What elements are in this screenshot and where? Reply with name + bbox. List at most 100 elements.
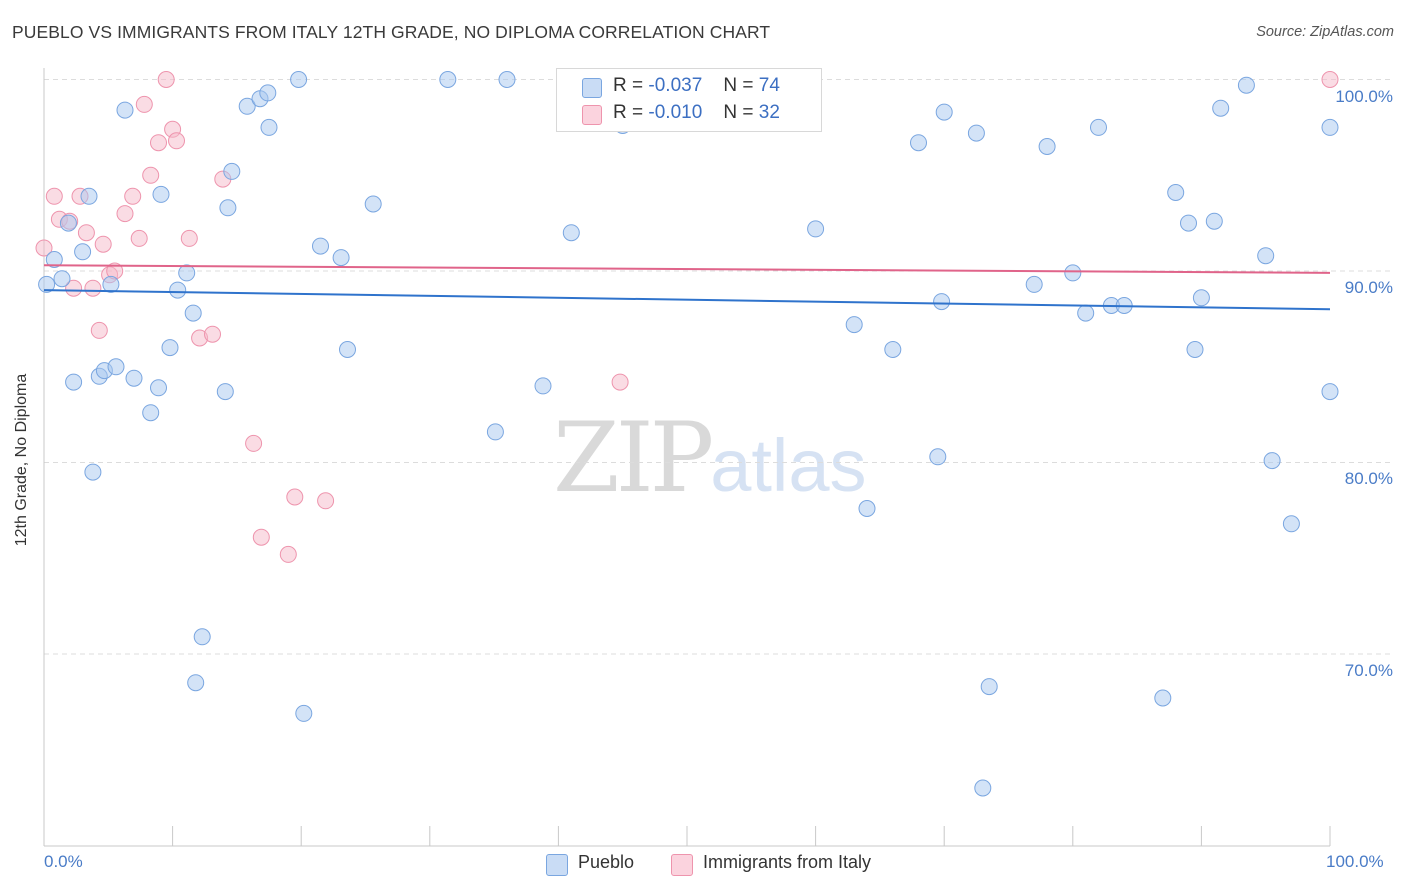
pueblo-point-17 <box>161 339 179 357</box>
pueblo-point-40 <box>562 224 580 242</box>
pueblo-point-6 <box>80 187 98 205</box>
pueblo-point-5 <box>74 243 92 261</box>
pueblo-r-label: R = <box>613 75 644 96</box>
pueblo-point-19 <box>178 264 196 282</box>
italy-n-label: N = <box>723 102 754 123</box>
pueblo-point-68 <box>1237 76 1255 94</box>
pueblo-point-71 <box>1282 515 1300 533</box>
chart-title: PUEBLO VS IMMIGRANTS FROM ITALY 12TH GRA… <box>12 22 771 42</box>
y-tick-label-100: 100.0% <box>1335 87 1393 106</box>
legend-italy-swatch <box>671 854 693 876</box>
pueblo-point-70 <box>1263 452 1281 470</box>
pueblo-point-64 <box>1186 341 1204 358</box>
italy-point-8 <box>90 321 108 339</box>
italy-point-30 <box>611 373 629 391</box>
pueblo-point-66 <box>1205 212 1223 230</box>
italy-point-31 <box>1321 71 1339 88</box>
pueblo-point-73 <box>1321 118 1339 136</box>
pueblo-point-3 <box>59 214 77 232</box>
pueblo-point-50 <box>935 103 953 121</box>
pueblo-point-28 <box>259 84 277 102</box>
pueblo-point-61 <box>1154 689 1172 707</box>
pueblo-point-47 <box>910 134 927 152</box>
italy-point-14 <box>130 229 148 247</box>
italy-point-15 <box>135 95 153 113</box>
italy-point-0 <box>35 239 53 257</box>
pueblo-point-55 <box>1038 138 1056 155</box>
pueblo-point-65 <box>1192 289 1210 307</box>
axes <box>43 68 1331 847</box>
pueblo-point-39 <box>534 377 552 395</box>
pueblo-point-12 <box>116 101 134 119</box>
pueblo-point-11 <box>107 358 125 376</box>
source-label: Source: ZipAtlas.com <box>1256 24 1394 40</box>
pueblo-point-2 <box>53 270 71 288</box>
italy-point-13 <box>124 187 142 205</box>
italy-point-1 <box>45 187 63 205</box>
pueblo-point-0 <box>38 275 56 293</box>
italy-point-16 <box>142 166 160 184</box>
italy-swatch <box>582 105 602 125</box>
pueblo-point-34 <box>339 341 356 358</box>
italy-point-4 <box>65 279 83 297</box>
legend-italy-label: Immigrants from Italy <box>703 852 872 872</box>
pueblo-point-51 <box>974 779 992 797</box>
italy-r-label: R = <box>613 102 644 123</box>
pueblo-point-29 <box>260 118 278 136</box>
pueblo-point-58 <box>1090 118 1107 136</box>
italy-n-value: 32 <box>758 102 780 123</box>
italy-point-7 <box>84 279 102 297</box>
y-tick-label-70: 70.0% <box>1344 661 1393 680</box>
correlation-stats-box: R = -0.037 N = 74 R = -0.010 N = 32 <box>556 68 822 132</box>
pueblo-point-33 <box>332 249 350 267</box>
pueblo-point-69 <box>1257 247 1275 265</box>
pueblo-n-value: 74 <box>758 75 780 96</box>
pueblo-point-56 <box>1064 264 1082 282</box>
watermark-zip: ZIP <box>553 402 714 514</box>
trend-lines <box>43 264 1331 311</box>
pueblo-point-13 <box>125 369 143 387</box>
pueblo-point-63 <box>1180 214 1197 232</box>
italy-point-21 <box>180 229 198 247</box>
pueblo-point-38 <box>498 71 516 88</box>
pueblo-r-value: -0.037 <box>648 75 703 96</box>
pueblo-point-4 <box>65 373 83 391</box>
italy-point-26 <box>252 528 270 546</box>
italy-point-6 <box>77 224 95 242</box>
y-tick-label-80: 80.0% <box>1344 469 1393 488</box>
legend-pueblo-label: Pueblo <box>578 852 635 872</box>
pueblo-swatch <box>582 78 602 98</box>
pueblo-point-32 <box>312 237 329 255</box>
italy-point-27 <box>279 545 297 563</box>
watermark: ZIPatlas <box>553 402 867 514</box>
gridlines <box>44 79 1392 655</box>
italy-point-28 <box>286 488 304 506</box>
legend-pueblo-swatch <box>546 854 568 876</box>
pueblo-point-62 <box>1167 184 1185 201</box>
pueblo-point-18 <box>169 281 187 299</box>
pueblo-point-26 <box>238 97 256 115</box>
watermark-atlas: atlas <box>710 424 867 507</box>
pueblo-point-54 <box>1025 275 1043 293</box>
pueblo-point-57 <box>1077 304 1095 322</box>
pueblo-point-52 <box>967 124 985 142</box>
pueblo-point-36 <box>439 71 457 88</box>
pueblo-point-22 <box>193 628 211 646</box>
pueblo-point-72 <box>1321 383 1339 401</box>
series-pueblo-points <box>38 71 1339 797</box>
italy-point-29 <box>317 492 335 510</box>
pueblo-point-49 <box>933 293 951 311</box>
x-tick-label-max: 100.0% <box>1326 852 1384 871</box>
italy-point-12 <box>116 205 134 223</box>
italy-r-value: -0.010 <box>648 102 703 123</box>
italy-point-9 <box>94 235 112 253</box>
pueblo-point-25 <box>223 162 241 180</box>
pueblo-point-1 <box>45 251 63 268</box>
italy-point-25 <box>245 434 263 452</box>
pueblo-point-43 <box>807 220 825 238</box>
pueblo-point-10 <box>102 275 120 293</box>
italy-trend-line <box>43 264 1331 274</box>
pueblo-trend-line <box>43 289 1331 311</box>
y-tick-label-90: 90.0% <box>1344 278 1393 297</box>
